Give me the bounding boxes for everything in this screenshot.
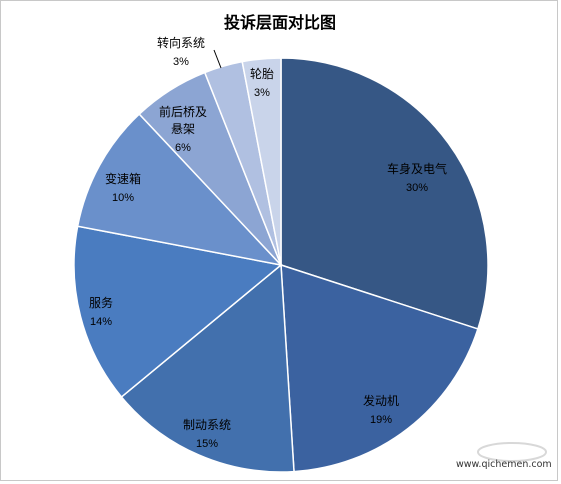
slice-label: 轮胎 <box>250 67 274 81</box>
pie-slice-4 <box>76 113 284 267</box>
pie-slice-3 <box>73 225 283 399</box>
watermark: www.qichemen.com <box>456 442 552 470</box>
slice-label: 服务 <box>89 295 113 310</box>
pie-slice-7 <box>241 57 282 266</box>
slice-label: 前后桥及悬架 <box>159 104 207 136</box>
slice-percent-label: 3% <box>173 56 189 68</box>
slice-percent-label: 14% <box>90 316 112 328</box>
slice-label: 转向系统 <box>157 35 205 50</box>
watermark-text: www.qichemen.com <box>456 459 552 470</box>
chart-title: 投诉层面对比图 <box>224 13 336 32</box>
pie-slices <box>73 57 489 473</box>
slice-label: 制动系统 <box>183 418 231 432</box>
slice-label: 变速箱 <box>105 171 141 186</box>
slice-percent-label: 19% <box>370 414 392 426</box>
slice-percent-label: 3% <box>254 87 270 99</box>
slice-label: 车身及电气 <box>387 161 447 176</box>
pie-slice-0 <box>280 57 489 330</box>
slice-percent-label: 6% <box>175 142 191 154</box>
pie-slice-2 <box>120 263 295 473</box>
slice-percent-label: 30% <box>406 182 428 194</box>
pie-labels: 车身及电气 30% 发动机 19% 制动系统 15% 服务 14% 变速箱 10% 前后桥及悬架 6%… <box>89 35 447 450</box>
slice-percent-label: 15% <box>196 438 218 450</box>
leader-line <box>213 49 222 69</box>
pie-slice-1 <box>280 263 479 473</box>
slice-percent-label: 10% <box>112 192 134 204</box>
slice-label: 发动机 <box>363 393 399 408</box>
watermark-logo <box>477 442 547 462</box>
